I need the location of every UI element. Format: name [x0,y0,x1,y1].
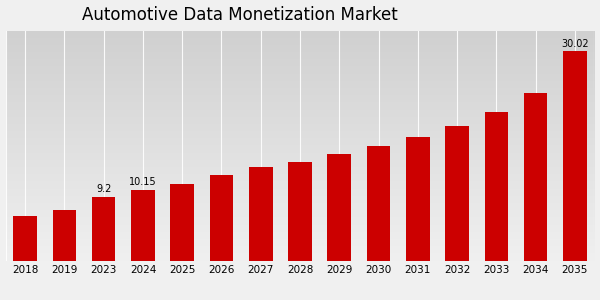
Bar [563,52,587,261]
Bar [53,210,76,261]
Bar [445,126,469,261]
Bar [524,94,547,261]
Bar [485,112,508,261]
Text: 30.02: 30.02 [561,39,589,49]
Text: 10.15: 10.15 [129,177,157,188]
Bar [131,190,155,261]
Bar [13,216,37,261]
Bar [406,137,430,261]
Bar [328,154,351,261]
Bar [249,167,272,261]
Bar [288,162,312,261]
Bar [92,197,115,261]
Bar [170,184,194,261]
Text: 9.2: 9.2 [96,184,112,194]
Bar [210,175,233,261]
Bar [367,146,390,261]
Text: Automotive Data Monetization Market: Automotive Data Monetization Market [82,6,398,24]
